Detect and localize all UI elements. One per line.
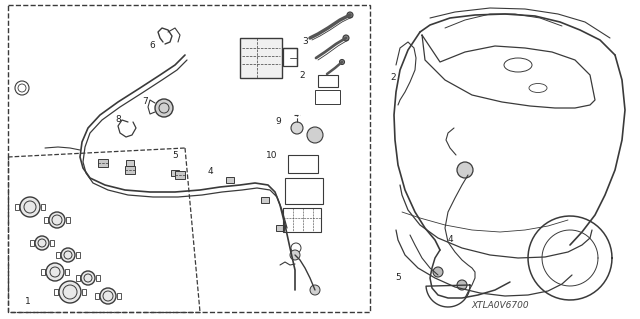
Bar [117,293,121,299]
Bar [261,197,269,203]
Bar [82,289,86,295]
Circle shape [290,250,300,260]
Bar [96,275,100,281]
Text: 7: 7 [142,98,148,107]
Bar [98,159,108,167]
Bar [318,75,338,87]
Circle shape [100,288,116,304]
Circle shape [433,267,443,277]
Text: 8: 8 [115,115,121,124]
Circle shape [310,285,320,295]
Bar [76,252,80,258]
Circle shape [81,271,95,285]
Circle shape [347,12,353,18]
Circle shape [343,35,349,41]
Bar [56,252,60,258]
Bar [175,171,185,179]
Circle shape [155,99,173,117]
Circle shape [59,281,81,303]
Bar [15,204,19,210]
Bar [41,269,45,275]
Text: 9: 9 [275,117,281,127]
Bar [8,5,370,312]
Bar [276,225,284,231]
Bar [95,293,99,299]
Circle shape [291,122,303,134]
Circle shape [307,127,323,143]
Text: 10: 10 [266,151,278,160]
Text: 5: 5 [395,273,401,283]
Bar [66,217,70,223]
Circle shape [49,212,65,228]
Text: 2: 2 [390,73,396,83]
Bar [41,204,45,210]
Bar [315,90,340,104]
Bar [44,217,48,223]
Text: 2: 2 [299,70,305,79]
Bar [226,177,234,183]
Circle shape [35,236,49,250]
Bar [288,155,318,173]
Bar [54,289,58,295]
Bar [171,170,179,176]
Bar [240,38,282,78]
Text: 4: 4 [447,235,453,244]
Text: 4: 4 [207,167,213,176]
Bar [285,178,323,204]
Circle shape [46,263,64,281]
Text: XTLA0V6700: XTLA0V6700 [471,300,529,309]
Text: 6: 6 [149,41,155,49]
Text: 1: 1 [25,298,31,307]
Bar [126,160,134,166]
Bar [50,240,54,246]
Circle shape [61,248,75,262]
Bar [76,275,80,281]
Circle shape [457,280,467,290]
Circle shape [339,60,344,64]
Bar [125,166,135,174]
Bar [65,269,69,275]
Bar [30,240,34,246]
Bar [283,208,321,232]
Text: 5: 5 [172,151,178,160]
Circle shape [20,197,40,217]
Circle shape [457,162,473,178]
Text: 3: 3 [302,38,308,47]
Bar [283,48,297,66]
